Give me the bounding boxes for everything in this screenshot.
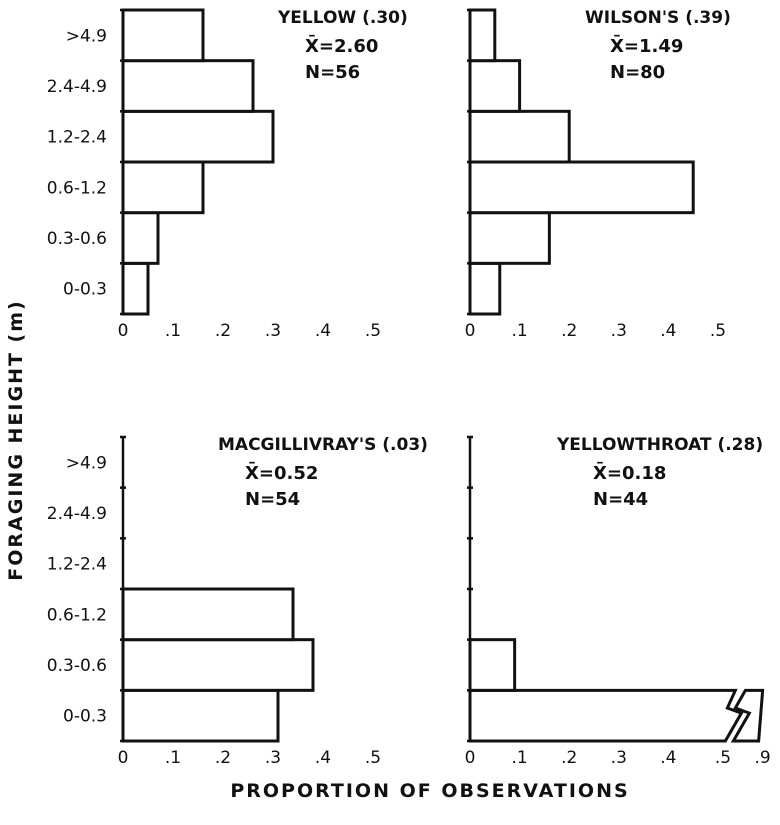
bar->4.9 (121, 8, 205, 63)
category-label: 0.3-0.6 (47, 656, 107, 676)
category-label: 1.2-2.4 (47, 128, 107, 148)
n-label: N=54 (245, 489, 300, 510)
x-tick-label: 0 (118, 748, 129, 768)
bar-0-0.3 (121, 688, 280, 743)
panel-3: 0-0.3 0.3-0.6 0.6-1.2 1.2-2.4 2.4-4.9 >4.9 0 .1… (47, 435, 428, 768)
x-tick-label: 0 (465, 748, 476, 768)
x-tick-label: .2 (215, 748, 231, 768)
x-tick-label: .5 (365, 321, 381, 341)
panel-title: YELLOWTHROAT (.28) (556, 435, 763, 455)
x-tick-label: .1 (165, 748, 181, 768)
x-tick-label: .4 (315, 321, 331, 341)
panel-1: 0-0.3 0.3-0.6 0.6-1.2 1.2-2.4 2.4-4.9 >4.9 0 .1… (47, 8, 408, 341)
x-tick-label: .3 (611, 748, 627, 768)
mean-label: X̄=2.60 (305, 35, 378, 57)
category-label: 2.4-4.9 (47, 504, 107, 524)
category-label: 0-0.3 (63, 280, 107, 300)
category-label: 0-0.3 (63, 707, 107, 727)
x-tick-label: .1 (165, 321, 181, 341)
x-tick-label: .2 (215, 321, 231, 341)
bar-0.3-0.6 (468, 638, 517, 692)
panel-title: YELLOW (.30) (277, 8, 408, 28)
x-tick-label: .1 (511, 748, 527, 768)
category-label: 0.6-1.2 (47, 178, 107, 198)
x-tick-label: .2 (561, 748, 577, 768)
bar-0.3-0.6 (121, 211, 160, 265)
x-tick-label: 0 (118, 321, 129, 341)
n-label: N=44 (593, 489, 648, 510)
n-label: N=80 (610, 62, 665, 83)
bar-0.3-0.6 (121, 638, 315, 692)
x-tick-label: .4 (660, 748, 676, 768)
mean-label: X̄=1.49 (610, 35, 683, 57)
x-tick-label: .5 (710, 321, 726, 341)
x-tick-label: .2 (561, 321, 577, 341)
category-label: 2.4-4.9 (47, 77, 107, 97)
panel-2: 0 .1 .2 .3 .4 .5 WILSON'S (.39) X̄=1.49 N=80 (465, 8, 731, 341)
category-label: 0.6-1.2 (47, 605, 107, 625)
bar-0.6-1.2 (121, 160, 205, 215)
mean-label: X̄=0.52 (245, 462, 318, 484)
bar-0.6-1.2 (468, 160, 695, 215)
bar-1.2-2.4 (121, 109, 275, 164)
x-tick-label: .1 (511, 321, 527, 341)
bar-0.3-0.6 (468, 211, 551, 265)
bar->4.9 (468, 8, 497, 63)
x-tick-label: 0 (465, 321, 476, 341)
bar-0-0.3 (121, 261, 150, 316)
n-label: N=56 (305, 62, 360, 83)
bar-0.6-1.2 (121, 587, 295, 642)
category-label: 1.2-2.4 (47, 555, 107, 575)
x-tick-label: .3 (265, 748, 281, 768)
panel-title: WILSON'S (.39) (585, 8, 731, 28)
category-label: >4.9 (66, 26, 107, 46)
x-tick-label: .5 (715, 748, 731, 768)
bar-0-0.3-tail (730, 688, 765, 743)
x-axis-title: PROPORTION OF OBSERVATIONS (230, 780, 629, 802)
x-tick-label: .4 (660, 321, 676, 341)
bar-0-0.3 (468, 261, 502, 316)
panel-title: MACGILLIVRAY'S (.03) (218, 435, 428, 455)
category-label: 0.3-0.6 (47, 229, 107, 249)
bar-2.4-4.9 (121, 59, 255, 113)
x-tick-label: .3 (611, 321, 627, 341)
panel-4: 0 .1 .2 .3 .4 .5 .9 YELLOWTHROAT (.28) X̄=0.18 N=… (465, 435, 771, 768)
x-tick-label: .9 (755, 748, 771, 768)
category-label: >4.9 (66, 453, 107, 473)
x-tick-label: .5 (365, 748, 381, 768)
y-axis-title: FORAGING HEIGHT (m) (5, 299, 27, 580)
x-tick-label: .4 (315, 748, 331, 768)
bar-1.2-2.4 (468, 109, 571, 164)
bar-2.4-4.9 (468, 59, 522, 113)
bar-0-0.3 (468, 688, 744, 743)
x-tick-label: .3 (265, 321, 281, 341)
mean-label: X̄=0.18 (593, 462, 666, 484)
